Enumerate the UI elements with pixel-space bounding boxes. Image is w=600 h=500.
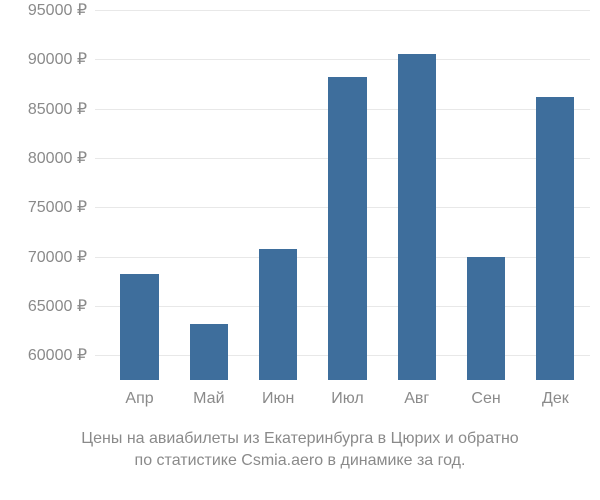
y-tick-label: 90000 ₽ [28,49,95,69]
y-tick-label: 95000 ₽ [28,0,95,20]
bar [120,274,158,380]
gridline [95,10,590,11]
x-tick-label: Авг [404,380,429,408]
price-chart: 60000 ₽ 65000 ₽ 70000 ₽ 75000 ₽ 80000 ₽ 85000… [0,0,600,500]
y-tick-label: 70000 ₽ [28,247,95,267]
bar [328,77,366,380]
y-tick-label: 85000 ₽ [28,99,95,119]
y-tick-label: 65000 ₽ [28,296,95,316]
y-tick-label: 60000 ₽ [28,345,95,365]
bar [190,324,228,380]
y-tick-label: 75000 ₽ [28,197,95,217]
bar [259,249,297,380]
chart-caption: Цены на авиабилеты из Екатеринбурга в Цю… [0,428,600,471]
x-tick-label: Апр [125,380,153,408]
plot-area: 60000 ₽65000 ₽70000 ₽75000 ₽80000 ₽85000… [95,10,590,380]
gridline [95,59,590,60]
x-tick-label: Сен [471,380,500,408]
x-tick-label: Май [193,380,224,408]
bar [536,97,574,380]
bar [398,54,436,380]
y-tick-label: 80000 ₽ [28,148,95,168]
x-tick-label: Июн [262,380,294,408]
x-tick-label: Дек [542,380,569,408]
bar [467,257,505,380]
x-tick-label: Июл [331,380,363,408]
caption-line-2: по статистике Csmia.aero в динамике за г… [135,452,466,469]
caption-line-1: Цены на авиабилеты из Екатеринбурга в Цю… [81,430,518,447]
